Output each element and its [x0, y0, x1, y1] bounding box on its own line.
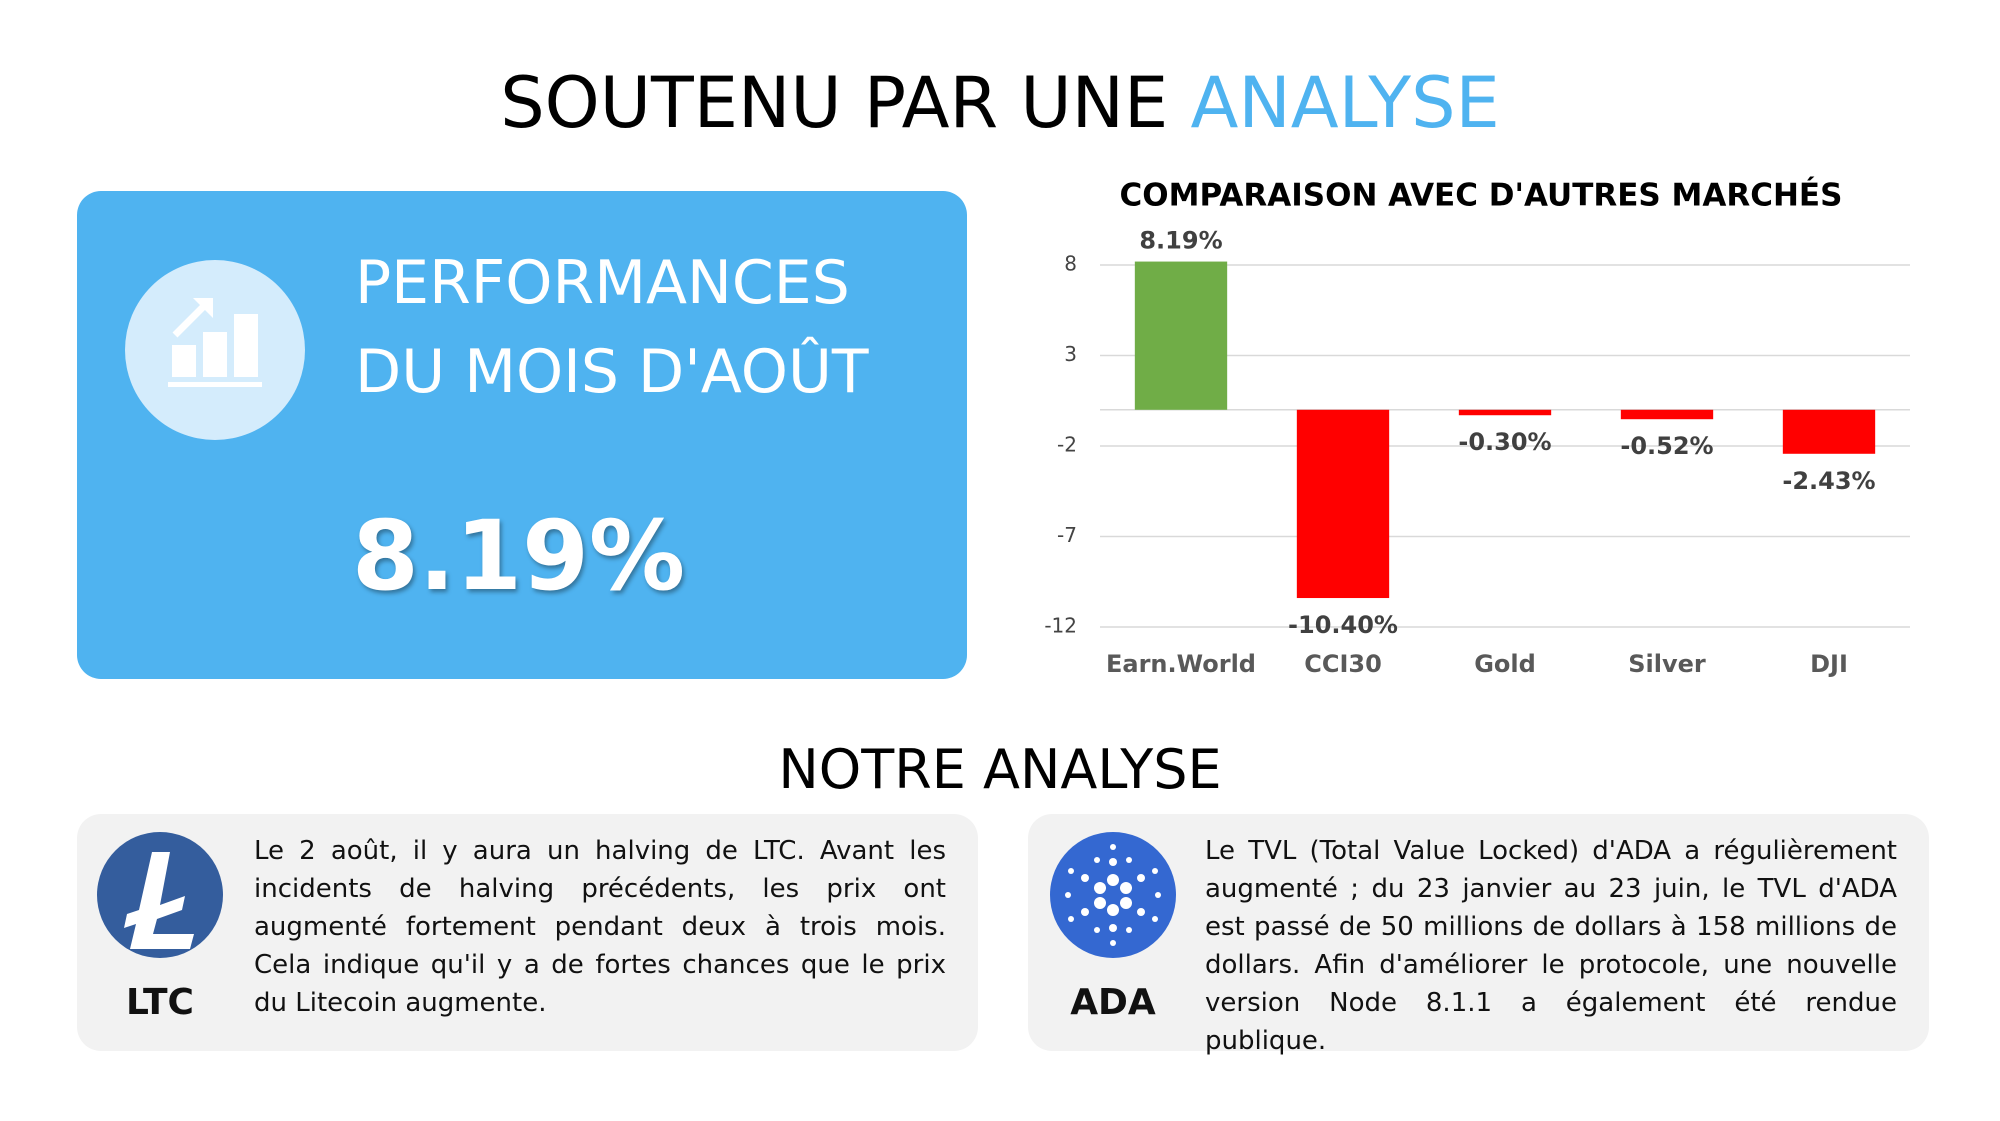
section-title: NOTRE ANALYSE — [778, 738, 1222, 801]
ltc-card — [77, 814, 978, 1051]
y-tick-label: -7 — [1057, 523, 1077, 547]
x-tick-label: DJI — [1810, 650, 1848, 678]
chart: -12 -7 -2 3 8 Earn.World 8.19% CCI30 -10.40% Gold… — [1044, 227, 1910, 678]
ada-icon — [1050, 832, 1176, 958]
y-tick-label: -2 — [1057, 433, 1077, 457]
x-tick-label: CCI30 — [1304, 650, 1382, 678]
chart-title: COMPARAISON AVEC D'AUTRES MARCHÉS — [1120, 178, 1843, 214]
bar — [1134, 261, 1228, 410]
value-label: -10.40% — [1288, 611, 1398, 639]
page-title: SOUTENU PAR UNE ANALYSE — [0, 62, 2000, 144]
bar — [1458, 409, 1552, 416]
analysis-text: Le TVL (Total Value Locked) d'ADA a régu… — [1205, 836, 1897, 1056]
x-tick-label: Gold — [1474, 650, 1536, 678]
performance-card — [77, 191, 967, 679]
bar — [1782, 409, 1876, 454]
chart-icon — [125, 260, 305, 440]
title-highlight: ANALYSE — [1190, 62, 1500, 144]
y-tick-label: -12 — [1044, 614, 1077, 638]
value-label: -2.43% — [1782, 467, 1875, 495]
value-label: -0.52% — [1620, 432, 1713, 460]
coin-name: ADA — [1070, 982, 1156, 1023]
value-label: 8.19% — [1139, 227, 1222, 255]
performance-value: 8.19% — [352, 500, 686, 612]
value-label: -0.30% — [1458, 428, 1551, 456]
bar — [1296, 409, 1390, 599]
performance-label: PERFORMANCES — [355, 248, 850, 318]
bar — [1620, 409, 1714, 420]
ltc-icon — [97, 832, 223, 958]
performance-label: DU MOIS D'AOÛT — [355, 337, 869, 407]
x-tick-label: Earn.World — [1106, 650, 1256, 678]
analysis-text: Le 2 août, il y aura un halving de LTC. … — [254, 836, 946, 1018]
ada-card — [1028, 814, 1929, 1051]
coin-name: LTC — [126, 982, 194, 1023]
y-tick-label: 3 — [1064, 342, 1077, 366]
y-tick-label: 8 — [1064, 252, 1077, 276]
x-tick-label: Silver — [1628, 650, 1706, 678]
title-main: SOUTENU PAR UNE — [500, 62, 1169, 144]
